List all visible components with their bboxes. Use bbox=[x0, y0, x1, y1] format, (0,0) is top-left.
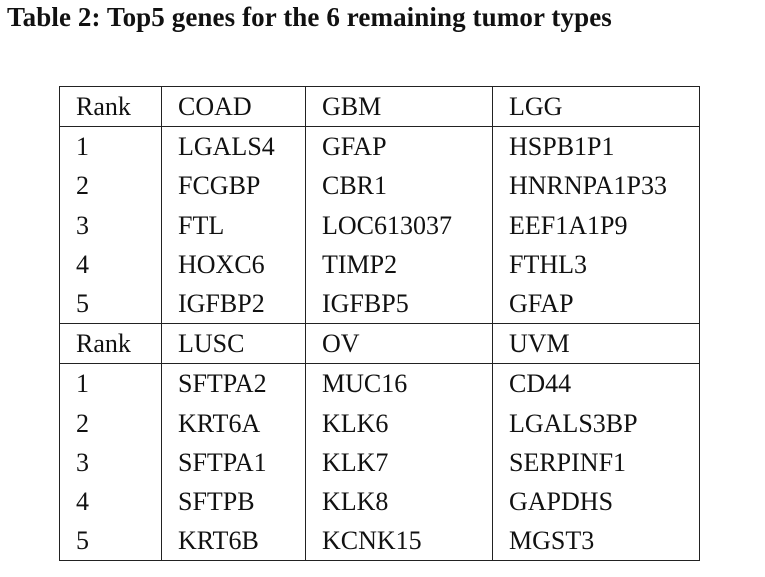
table-block-1: Rank COAD GBM LGG 1 LGALS4 GFAP HSPB1P1 … bbox=[59, 85, 700, 324]
rank-cell: 4 bbox=[59, 244, 162, 284]
gene-cell: TIMP2 bbox=[305, 244, 493, 284]
top-genes-table: Rank COAD GBM LGG 1 LGALS4 GFAP HSPB1P1 … bbox=[59, 85, 700, 562]
rank-cell: 5 bbox=[59, 521, 162, 562]
table-row: 1 SFTPA2 MUC16 CD44 bbox=[59, 363, 700, 404]
gene-cell: IGFBP2 bbox=[161, 283, 306, 324]
table-row: 3 FTL LOC613037 EEF1A1P9 bbox=[59, 205, 700, 245]
header-cell: UVM bbox=[492, 323, 700, 365]
gene-cell: LOC613037 bbox=[305, 205, 493, 245]
rank-cell: 1 bbox=[59, 126, 162, 167]
gene-cell: SFTPA2 bbox=[161, 363, 306, 404]
rank-cell: 2 bbox=[59, 403, 162, 443]
gene-cell: KRT6B bbox=[161, 521, 306, 562]
gene-cell: SERPINF1 bbox=[492, 442, 700, 482]
gene-cell: FTL bbox=[161, 205, 306, 245]
gene-cell: CBR1 bbox=[305, 166, 493, 206]
table-row: 2 FCGBP CBR1 HNRNPA1P33 bbox=[59, 166, 700, 206]
gene-cell: CD44 bbox=[492, 363, 700, 404]
rank-cell: 3 bbox=[59, 205, 162, 245]
table-row: 1 LGALS4 GFAP HSPB1P1 bbox=[59, 126, 700, 167]
table-row: 2 KRT6A KLK6 LGALS3BP bbox=[59, 403, 700, 443]
table-row: 5 KRT6B KCNK15 MGST3 bbox=[59, 521, 700, 562]
header-row: Rank COAD GBM LGG bbox=[59, 85, 700, 128]
rank-cell: 1 bbox=[59, 363, 162, 404]
table-row: 4 HOXC6 TIMP2 FTHL3 bbox=[59, 244, 700, 284]
rank-cell: 4 bbox=[59, 481, 162, 522]
gene-cell: LGALS3BP bbox=[492, 403, 700, 443]
gene-cell: FCGBP bbox=[161, 166, 306, 206]
rank-cell: 5 bbox=[59, 283, 162, 324]
gene-cell: MGST3 bbox=[492, 521, 700, 562]
header-cell: GBM bbox=[305, 85, 493, 128]
gene-cell: GFAP bbox=[492, 283, 700, 324]
gene-cell: LGALS4 bbox=[161, 126, 306, 167]
gene-cell: GFAP bbox=[305, 126, 493, 167]
table-caption: Table 2: Top5 genes for the 6 remaining … bbox=[7, 2, 612, 32]
gene-cell: KCNK15 bbox=[305, 521, 493, 562]
gene-cell: IGFBP5 bbox=[305, 283, 493, 324]
header-cell: LGG bbox=[492, 85, 700, 128]
table-block-2: Rank LUSC OV UVM 1 SFTPA2 MUC16 CD44 2 K… bbox=[59, 323, 700, 562]
header-cell: Rank bbox=[59, 323, 162, 365]
gene-cell: KLK7 bbox=[305, 442, 493, 482]
header-cell: LUSC bbox=[161, 323, 306, 365]
gene-cell: KLK6 bbox=[305, 403, 493, 443]
gene-cell: HOXC6 bbox=[161, 244, 306, 284]
gene-cell: HSPB1P1 bbox=[492, 126, 700, 167]
header-cell: OV bbox=[305, 323, 493, 365]
gene-cell: EEF1A1P9 bbox=[492, 205, 700, 245]
header-cell: Rank bbox=[59, 85, 162, 128]
rank-cell: 3 bbox=[59, 442, 162, 482]
header-cell: COAD bbox=[161, 85, 306, 128]
gene-cell: KLK8 bbox=[305, 481, 493, 522]
gene-cell: GAPDHS bbox=[492, 481, 700, 522]
gene-cell: MUC16 bbox=[305, 363, 493, 404]
gene-cell: SFTPB bbox=[161, 481, 306, 522]
table-row: 5 IGFBP2 IGFBP5 GFAP bbox=[59, 283, 700, 324]
table-row: 3 SFTPA1 KLK7 SERPINF1 bbox=[59, 442, 700, 482]
header-row: Rank LUSC OV UVM bbox=[59, 323, 700, 365]
gene-cell: HNRNPA1P33 bbox=[492, 166, 700, 206]
gene-cell: SFTPA1 bbox=[161, 442, 306, 482]
table-row: 4 SFTPB KLK8 GAPDHS bbox=[59, 481, 700, 522]
gene-cell: KRT6A bbox=[161, 403, 306, 443]
rank-cell: 2 bbox=[59, 166, 162, 206]
gene-cell: FTHL3 bbox=[492, 244, 700, 284]
